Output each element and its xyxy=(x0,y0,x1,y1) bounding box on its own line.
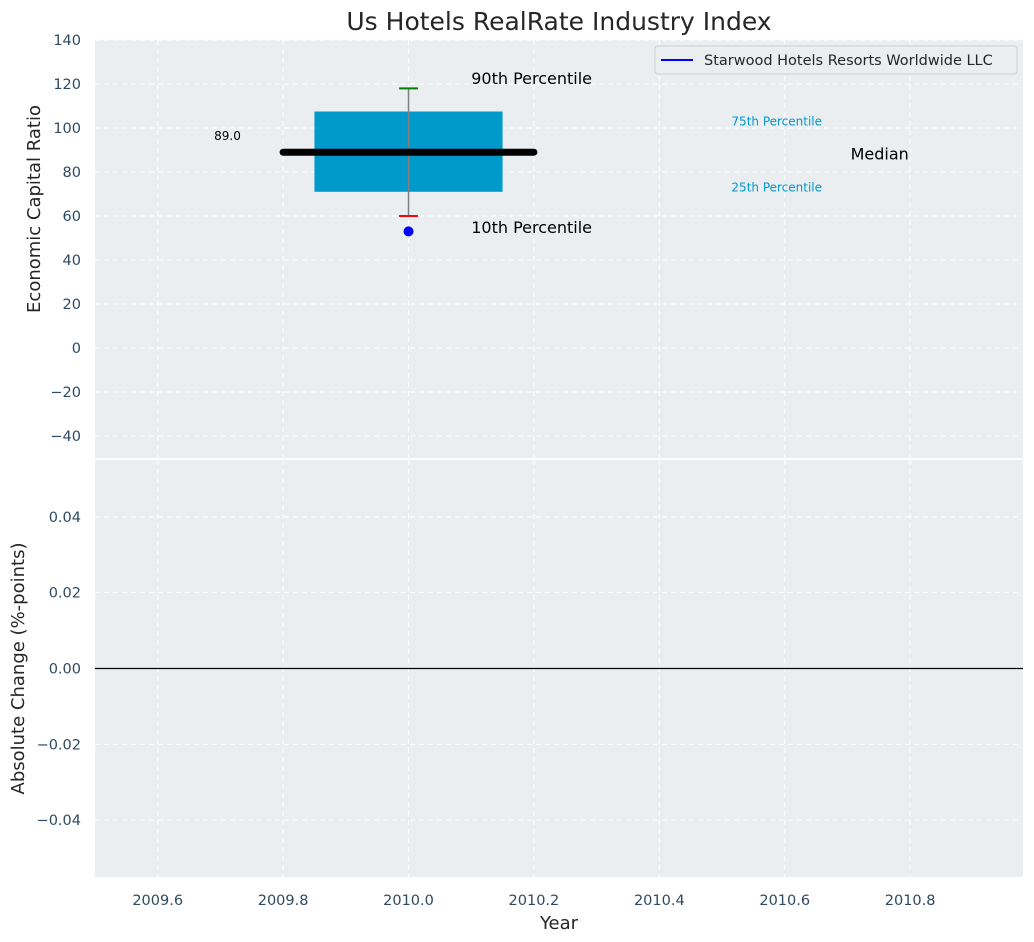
p25-annotation: 25th Percentile xyxy=(731,180,822,194)
top-y-tick-label: −20 xyxy=(50,385,81,401)
chart-title: Us Hotels RealRate Industry Index xyxy=(346,7,771,36)
median-value-label: 89.0 xyxy=(214,129,241,143)
top-y-tick-label: 20 xyxy=(63,297,81,313)
bottom-y-tick-label: 0.00 xyxy=(49,662,81,678)
top-y-tick-label: −40 xyxy=(50,429,81,445)
top-y-tick-label: 100 xyxy=(53,121,81,137)
bottom-y-tick-label: −0.02 xyxy=(37,737,81,753)
top-panel: 140 120 100 80 60 40 20 0 −20 −40 89.0 90th Percen… xyxy=(24,7,1023,458)
top-grid xyxy=(95,39,1023,458)
top-marks: 89.0 90th Percentile 10th Percentile 75th P… xyxy=(214,69,909,237)
bottom-panel: 0.04 0.02 0.00 −0.02 −0.04 2009.6 2009.8 2010.… xyxy=(8,460,1023,934)
p10-annotation: 10th Percentile xyxy=(471,218,592,237)
top-y-tick-label: 80 xyxy=(63,165,81,181)
x-tick-label: 2010.6 xyxy=(759,893,810,909)
top-y-tick-label: 60 xyxy=(63,209,81,225)
legend-box xyxy=(654,45,1018,75)
legend-label: Starwood Hotels Resorts Worldwide LLC xyxy=(704,53,993,69)
bottom-y-ticks: 0.04 0.02 0.00 −0.02 −0.04 xyxy=(37,510,81,829)
p90-annotation: 90th Percentile xyxy=(471,69,592,88)
x-tick-label: 2010.2 xyxy=(509,893,560,909)
x-ticks: 2009.6 2009.8 2010.0 2010.2 2010.4 2010.6 2010… xyxy=(132,893,935,909)
top-y-tick-label: 140 xyxy=(53,33,81,49)
x-tick-label: 2009.6 xyxy=(132,893,183,909)
median-annotation: Median xyxy=(851,144,909,163)
top-y-tick-label: 40 xyxy=(63,253,81,269)
x-tick-label: 2009.8 xyxy=(258,893,309,909)
p75-annotation: 75th Percentile xyxy=(731,114,822,128)
top-y-axis-label: Economic Capital Ratio xyxy=(24,105,45,313)
company-point xyxy=(403,226,414,237)
top-y-tick-label: 0 xyxy=(72,341,81,357)
legend: Starwood Hotels Resorts Worldwide LLC xyxy=(654,45,1018,75)
bottom-y-tick-label: −0.04 xyxy=(37,813,81,829)
bottom-y-axis-label: Absolute Change (%-points) xyxy=(8,543,29,795)
top-y-tick-label: 120 xyxy=(53,77,81,93)
top-y-ticks: 140 120 100 80 60 40 20 0 −20 −40 xyxy=(50,33,81,445)
top-plot-area xyxy=(95,40,1023,458)
x-axis-label: Year xyxy=(539,913,579,934)
x-tick-label: 2010.4 xyxy=(634,893,685,909)
bottom-y-tick-label: 0.02 xyxy=(49,586,81,602)
x-tick-label: 2010.8 xyxy=(885,893,936,909)
x-tick-label: 2010.0 xyxy=(383,893,434,909)
bottom-y-tick-label: 0.04 xyxy=(49,510,81,526)
